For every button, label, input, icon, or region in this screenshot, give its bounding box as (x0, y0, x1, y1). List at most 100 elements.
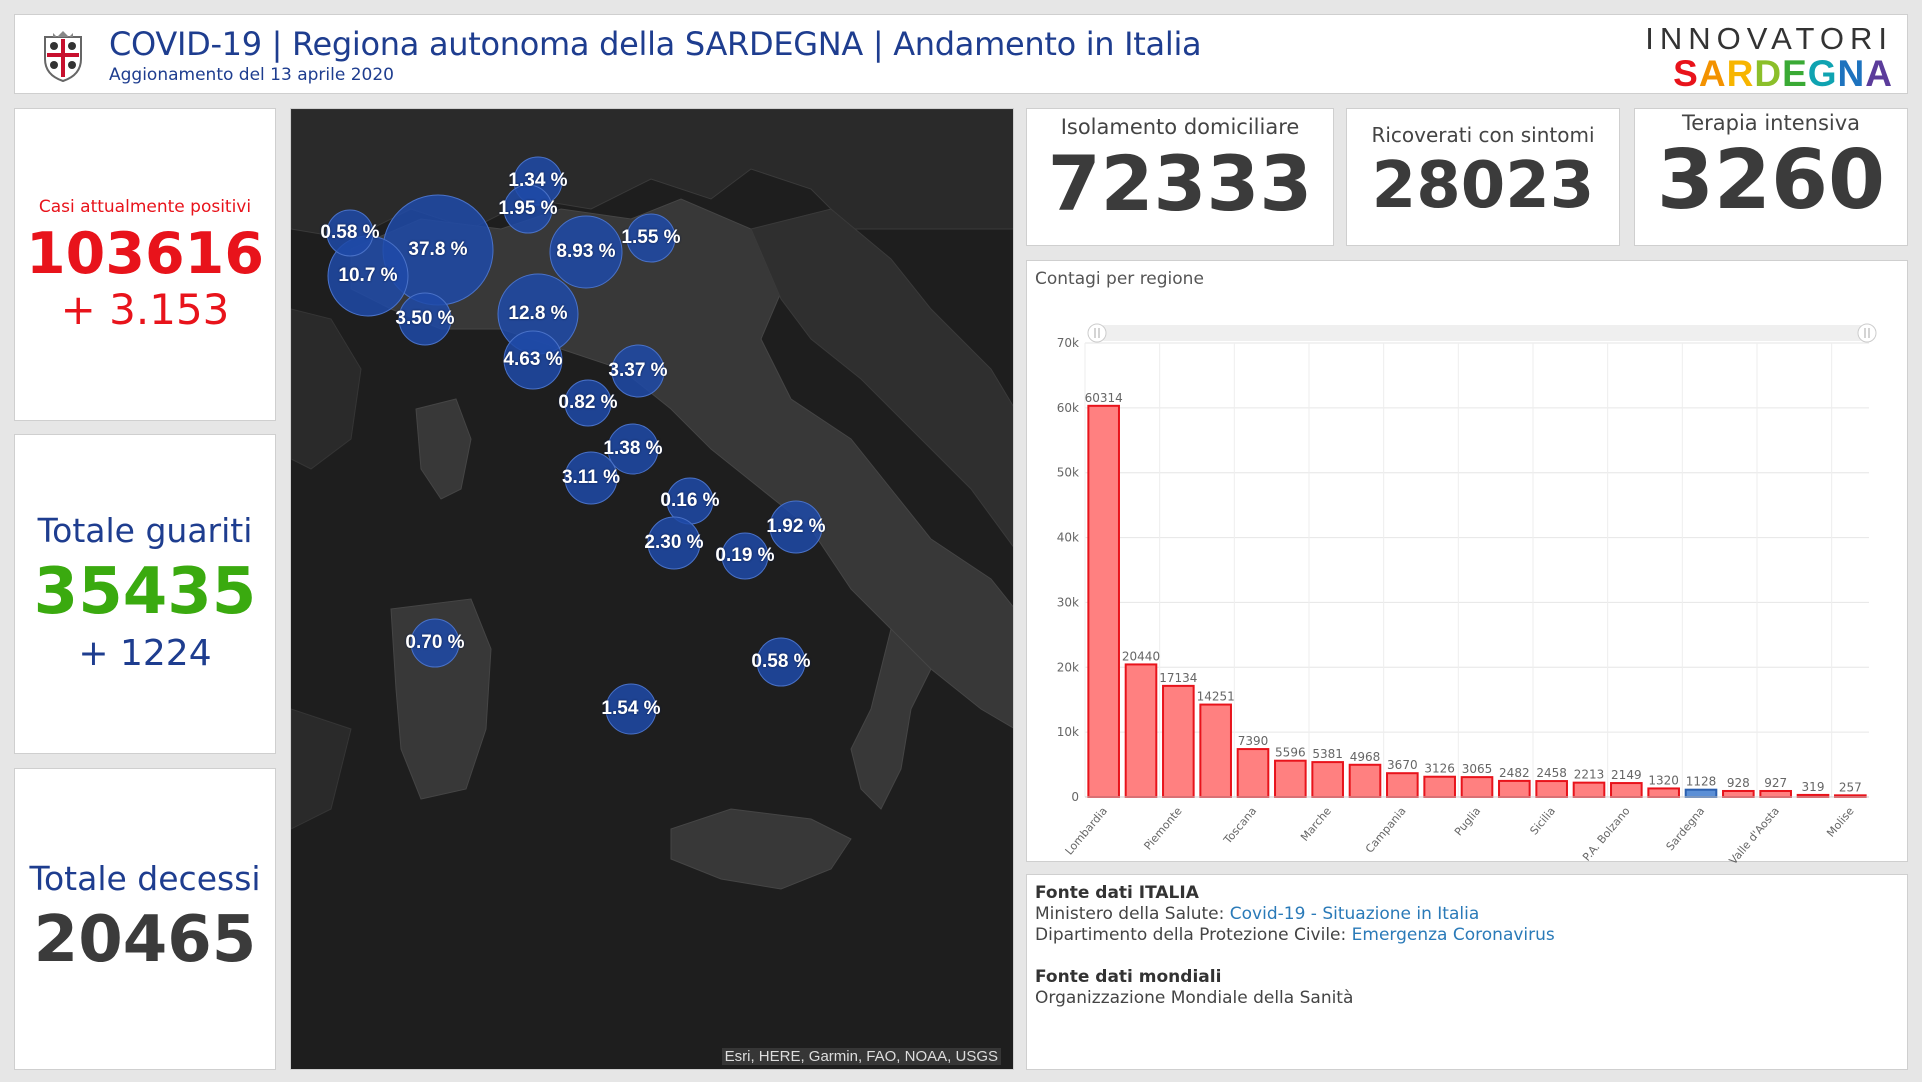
region-bubble[interactable] (756, 637, 806, 687)
region-bubble[interactable] (326, 209, 374, 257)
y-tick-label: 10k (1057, 725, 1079, 739)
y-tick-label: 60k (1057, 401, 1079, 415)
ministry-link[interactable]: Covid-19 - Situazione in Italia (1229, 904, 1480, 924)
innovatori-logo-top: INNOVATORI (1645, 21, 1893, 56)
home-isolation-value: 72333 (1047, 139, 1313, 228)
region-bubble[interactable] (549, 215, 623, 289)
update-date: Aggionamento del 13 aprile 2020 (109, 65, 394, 85)
hospitalized-value: 28023 (1371, 149, 1595, 223)
chart-bar[interactable] (1572, 781, 1606, 798)
recovered-value: 35435 (33, 555, 257, 629)
bar-value-label: 3126 (1424, 762, 1455, 776)
region-bubble[interactable] (647, 516, 701, 570)
chart-bar[interactable] (1498, 779, 1531, 799)
x-tick-label: Toscana (1221, 805, 1260, 848)
x-tick-label: Lombardia (1063, 805, 1110, 858)
civil-protection-link[interactable]: Emergenza Coronavirus (1351, 925, 1555, 945)
chart-bar[interactable] (1535, 780, 1568, 798)
region-bubble[interactable] (410, 618, 460, 668)
logo-letter: S (1673, 53, 1699, 94)
region-bubble[interactable] (721, 532, 769, 580)
region-bubble-label: 0.82 % (558, 392, 618, 413)
region-bubble-label: 0.58 % (320, 222, 380, 243)
chart-bar[interactable] (1348, 763, 1382, 798)
sardinia-emblem-icon (44, 31, 82, 83)
chart-bar[interactable] (1087, 404, 1120, 799)
x-tick-label: Sicilia (1527, 805, 1558, 838)
region-bubble-label: 1.54 % (601, 698, 661, 719)
region-bubble-label: 4.63 % (503, 349, 563, 370)
bar-value-label: 17134 (1159, 671, 1197, 685)
world-source-text: Organizzazione Mondiale della Sanità (1035, 988, 1354, 1008)
x-tick-label: Valle d'Aosta (1727, 805, 1782, 863)
region-bubble-label: 1.55 % (621, 227, 681, 248)
region-bubble[interactable] (503, 330, 563, 390)
recovered-panel: Totale guariti 35435 + 1224 (14, 434, 276, 754)
y-tick-label: 0 (1071, 790, 1079, 804)
chart-bar[interactable] (1684, 788, 1718, 799)
logo-letter: A (1698, 53, 1727, 94)
bar-value-label: 5381 (1312, 747, 1343, 761)
bar-value-label: 3670 (1387, 758, 1418, 772)
chart-bar[interactable] (1199, 703, 1232, 798)
positive-cases-panel: Casi attualmente positivi 103616 + 3.153 (14, 108, 276, 421)
italy-map[interactable]: 37.8 % 10.7 % 0.58 % 3.50 % 1.34 % 1.95 % 8.93… (290, 108, 1014, 1070)
region-bubble[interactable] (564, 379, 612, 427)
region-bubble-label: 1.95 % (498, 198, 558, 219)
x-tick-label: Molise (1824, 804, 1856, 839)
chart-zoom-handle-right[interactable] (1857, 323, 1877, 343)
chart-bar[interactable] (1423, 775, 1456, 798)
chart-bar[interactable] (1274, 759, 1307, 798)
logo-letter: E (1782, 53, 1808, 94)
region-bubble[interactable] (607, 423, 659, 475)
chart-bar[interactable] (1759, 789, 1792, 798)
logo-letter: G (1807, 53, 1838, 94)
region-bubble[interactable] (626, 213, 676, 263)
bar-value-label: 257 (1839, 780, 1862, 794)
bar-value-label: 5596 (1275, 746, 1306, 760)
world-source-title: Fonte dati mondiali (1035, 967, 1222, 987)
region-bubble[interactable] (398, 292, 452, 346)
region-bubble[interactable] (611, 344, 665, 398)
logo-letter: R (1726, 53, 1755, 94)
bar-value-label: 60314 (1085, 391, 1123, 405)
italy-source-line2: Dipartimento della Protezione Civile: Em… (1035, 925, 1555, 945)
region-bubble[interactable] (605, 683, 657, 735)
deaths-value: 20465 (33, 903, 257, 977)
bar-value-label: 1128 (1686, 775, 1717, 789)
region-bubble-label: 10.7 % (338, 265, 398, 286)
chart-bar[interactable] (1236, 748, 1270, 798)
chart-bar[interactable] (1162, 684, 1195, 799)
chart-bar[interactable] (1124, 663, 1158, 798)
chart-bar[interactable] (1386, 772, 1419, 799)
ministry-label: Ministero della Salute: (1035, 904, 1230, 924)
y-tick-label: 30k (1057, 595, 1079, 609)
y-tick-label: 50k (1057, 466, 1079, 480)
header-bar: COVID-19 | Regiona autonoma della SARDEG… (14, 14, 1908, 94)
region-bubble-label: 0.16 % (660, 490, 720, 511)
chart-bar[interactable] (1610, 782, 1643, 798)
chart-bar[interactable] (1460, 776, 1494, 798)
chart-zoom-slider-track[interactable] (1097, 325, 1867, 341)
chart-bar[interactable] (1311, 761, 1344, 798)
regional-cases-chart: Contagi per regione 60314 20440 17134 14251… (1026, 260, 1908, 863)
region-bubble[interactable] (769, 500, 823, 554)
deaths-label: Totale decessi (29, 859, 261, 898)
region-bubble[interactable] (503, 184, 553, 234)
y-tick-label: 40k (1057, 531, 1079, 545)
region-bubble-label: 3.11 % (561, 467, 621, 488)
x-tick-label: Piemonte (1141, 804, 1184, 852)
region-bubble-label: 0.70 % (405, 632, 465, 653)
bar-value-label: 14251 (1197, 690, 1235, 704)
chart-bar[interactable] (1647, 787, 1680, 798)
italy-source-title: Fonte dati ITALIA (1035, 883, 1199, 903)
bar-value-label: 3065 (1462, 762, 1493, 776)
region-bubble-label: 1.92 % (766, 516, 826, 537)
region-bubble[interactable] (564, 451, 618, 505)
recovered-delta: + 1224 (78, 633, 212, 674)
intensive-care-label: Terapia intensiva (1681, 111, 1861, 135)
chart-zoom-handle-left[interactable] (1087, 323, 1107, 343)
region-bubble-label: 2.30 % (644, 532, 704, 553)
region-bubble-label: 1.34 % (508, 170, 568, 191)
chart-bar[interactable] (1722, 789, 1755, 799)
